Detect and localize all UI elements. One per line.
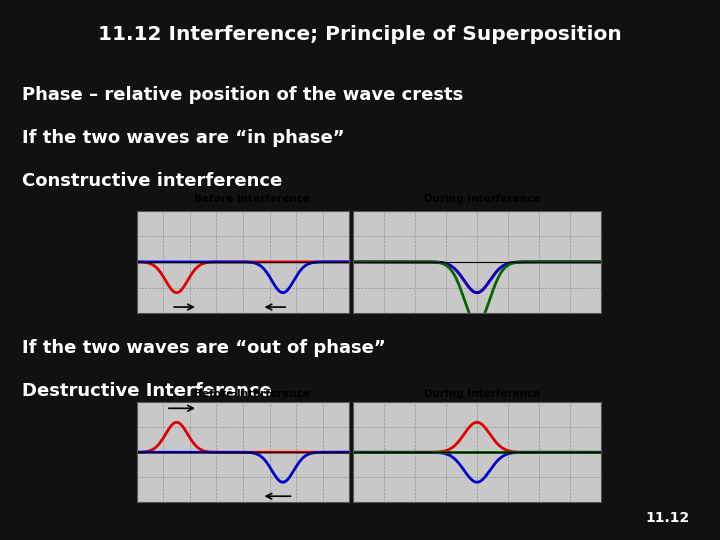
Text: Before Interference: Before Interference xyxy=(194,389,310,399)
Text: Before Interference: Before Interference xyxy=(194,194,310,204)
Text: 11.12 Interference; Principle of Superposition: 11.12 Interference; Principle of Superpo… xyxy=(98,25,622,44)
Text: Destructive Interference: Destructive Interference xyxy=(22,382,271,401)
Text: Phase – relative position of the wave crests: Phase – relative position of the wave cr… xyxy=(22,85,463,104)
Text: 11.12: 11.12 xyxy=(646,511,690,525)
Text: If the two waves are “in phase”: If the two waves are “in phase” xyxy=(22,129,344,147)
Text: Constructive interference: Constructive interference xyxy=(22,172,282,190)
Text: During Interference: During Interference xyxy=(423,194,540,204)
Text: If the two waves are “out of phase”: If the two waves are “out of phase” xyxy=(22,339,385,357)
Text: During Interference: During Interference xyxy=(423,389,540,399)
